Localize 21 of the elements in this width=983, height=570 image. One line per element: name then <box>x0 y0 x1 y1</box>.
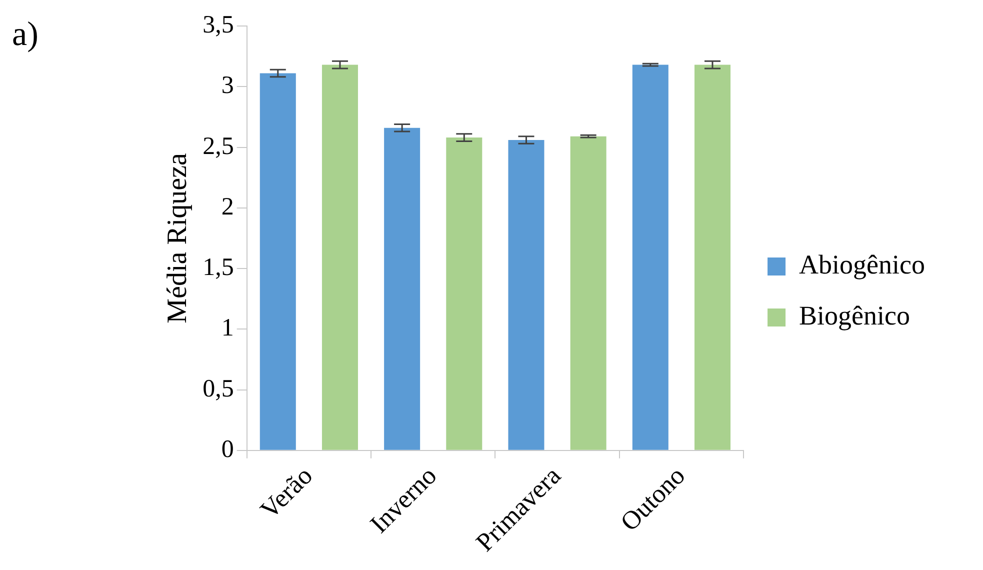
text: a) <box>12 16 38 54</box>
bar <box>260 73 296 450</box>
y-tick-label: 1 <box>221 314 234 342</box>
y-tick-label: 0,5 <box>202 375 234 402</box>
y-tick-label: 0 <box>221 436 234 463</box>
x-tick-label: Verão <box>254 460 318 524</box>
bar <box>446 138 482 450</box>
bar <box>384 128 420 450</box>
y-tick-label: 2 <box>221 193 234 220</box>
bar <box>632 64 668 450</box>
legend-label: Biogênico <box>799 300 910 331</box>
legend-label: Abiogênico <box>799 250 926 280</box>
bar <box>322 64 358 450</box>
bar <box>570 136 606 450</box>
y-tick-label: 1,5 <box>202 254 234 282</box>
y-tick-label: 2,5 <box>202 132 234 160</box>
y-tick-label: 3 <box>221 72 234 100</box>
bar <box>508 140 544 450</box>
y-axis-title: Média Riqueza <box>162 152 194 324</box>
y-tick-label: 3,5 <box>202 12 234 39</box>
bar <box>694 64 730 450</box>
